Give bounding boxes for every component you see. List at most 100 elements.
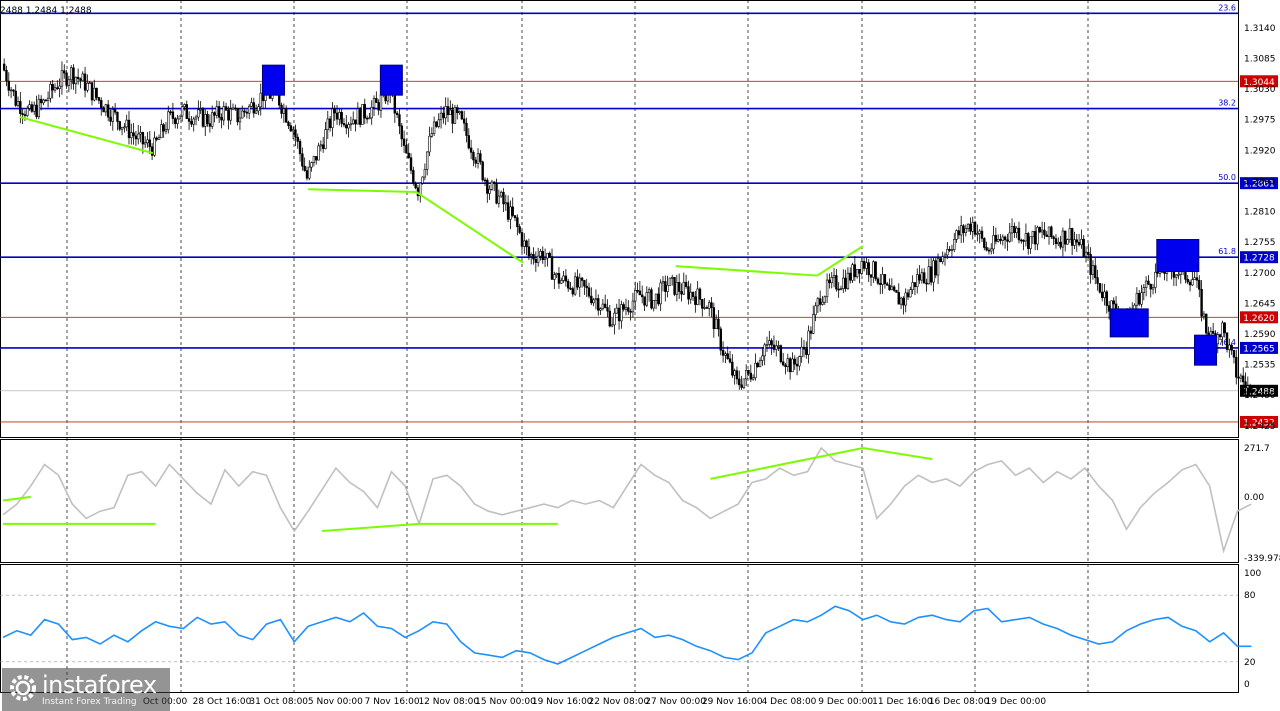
candle-body — [1020, 239, 1023, 242]
stoch-tick-label: 0 — [1244, 680, 1250, 690]
candle-body — [280, 104, 283, 114]
candle-body — [849, 272, 852, 281]
candle-body — [881, 274, 884, 285]
candle-body — [902, 297, 905, 306]
candle-body — [1191, 279, 1194, 286]
candle-body — [1017, 227, 1021, 241]
candle-body — [677, 282, 681, 292]
candle-body — [33, 104, 36, 112]
price-tick-label: 1.2590 — [1244, 330, 1276, 340]
candle-body — [1054, 238, 1058, 245]
price-tick-label: 1.2755 — [1244, 238, 1276, 248]
candle-body — [217, 106, 221, 118]
candle-body — [335, 112, 339, 120]
candle-body — [1027, 233, 1030, 249]
panel-frame — [0, 0, 1239, 438]
ohlc-header: 2488 1.2484 1.2488 — [0, 6, 92, 16]
candle-body — [9, 89, 13, 92]
candle-body — [694, 296, 697, 305]
candle-body — [423, 169, 427, 178]
candle-body — [590, 295, 593, 304]
stoch-tick-label: 100 — [1244, 569, 1261, 579]
candle-body — [985, 247, 988, 251]
price-tick-label: 1.2480 — [1244, 391, 1276, 401]
candle-body — [109, 116, 112, 122]
candle-body — [719, 328, 722, 351]
stoch-tick-label: 80 — [1244, 591, 1256, 601]
candle-body — [220, 117, 223, 121]
candle-body — [569, 287, 572, 290]
price-tick-label: 1.2975 — [1244, 116, 1276, 126]
candle-body — [603, 303, 607, 308]
candle-body — [2, 63, 6, 71]
level-price-tag — [1240, 415, 1278, 428]
candle-body — [659, 282, 662, 305]
date-label: 12 Nov 08:00 — [418, 697, 479, 707]
candle-body — [860, 260, 863, 274]
candle-body — [111, 109, 115, 122]
candle-body — [842, 277, 845, 290]
candle-body — [756, 362, 759, 368]
candle-body — [950, 249, 954, 251]
candle-body — [587, 287, 591, 297]
candle-body — [204, 114, 207, 127]
candle-body — [102, 107, 105, 113]
candle-body — [1024, 233, 1028, 242]
candle-body — [996, 239, 1000, 242]
candle-body — [1052, 236, 1055, 239]
candle-body — [504, 202, 507, 205]
candle-body — [229, 108, 232, 121]
candle-body — [23, 114, 27, 116]
candle-body — [1001, 236, 1004, 241]
candle-body — [585, 285, 588, 289]
candle-body — [1163, 272, 1166, 274]
candle-body — [324, 129, 327, 149]
candle-body — [925, 282, 928, 285]
candle-body — [518, 226, 521, 233]
candle-body — [553, 274, 556, 280]
candle-body — [812, 314, 815, 334]
candle-body — [1200, 289, 1203, 317]
candle-body — [187, 118, 191, 122]
price-tick-label: 1.3140 — [1244, 24, 1276, 34]
candle-body — [291, 129, 295, 132]
candle-body — [980, 230, 984, 239]
candle-body — [712, 307, 716, 330]
candle-body — [703, 307, 706, 309]
candle-body — [458, 111, 461, 114]
candle-body — [74, 76, 78, 85]
candle-body — [913, 282, 917, 287]
candle-body — [139, 132, 142, 135]
candle-body — [990, 248, 993, 252]
candle-body — [176, 118, 179, 124]
candle-body — [673, 276, 676, 295]
candle-body — [190, 121, 193, 125]
price-tick-label: 1.2810 — [1244, 208, 1276, 218]
candle-body — [622, 304, 625, 310]
candle-body — [333, 108, 336, 114]
candle-body — [453, 107, 457, 124]
candle-body — [1218, 334, 1222, 338]
level-lines: 23.638.250.01.286161.81.272876.41.25651.… — [0, 3, 1278, 428]
candle-body — [1064, 230, 1067, 245]
candle-body — [761, 355, 764, 361]
candle-body — [435, 121, 438, 127]
date-label: 29 Nov 16:00 — [702, 697, 763, 707]
candle-body — [721, 349, 725, 356]
candle-body — [1038, 227, 1041, 233]
price-candles — [2, 58, 1252, 398]
level-price-tag — [1240, 177, 1278, 190]
candle-body — [964, 228, 968, 234]
candle-body — [174, 118, 177, 124]
candle-body — [823, 296, 826, 303]
candle-body — [72, 67, 75, 85]
candle-body — [208, 123, 212, 127]
candle-body — [539, 251, 542, 257]
candle-body — [1061, 230, 1065, 248]
candle-body — [326, 118, 329, 130]
current-price-tag — [1240, 384, 1278, 397]
fib-level-label: 23.6 — [1218, 3, 1236, 12]
candle-body — [763, 344, 766, 357]
candle-body — [278, 94, 281, 106]
candle-body — [58, 85, 61, 89]
